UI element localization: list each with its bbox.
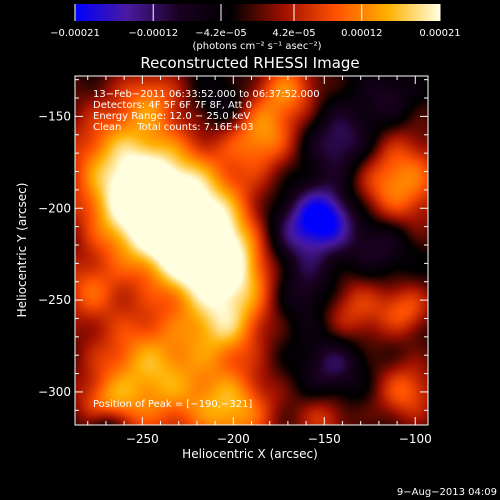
y-axis-label: Heliocentric Y (arcsec) [15,183,29,318]
colorbar-tick-label: 4.2e−05 [272,28,315,39]
colorbar: −0.00021 −0.00012 −4.2e−05 4.2e−05 0.00012 0.… [50,4,461,52]
annotation-time: 13−Feb−2011 06:33:52.000 to 06:37:52.000 [93,89,320,100]
footer-timestamp: 9−Aug−2013 04:09 [397,487,497,498]
colorbar-unit-label: (photons cm⁻² s⁻¹ asec⁻²) [192,41,321,52]
colorbar-tick-label: −0.00012 [128,28,178,39]
heatmap [75,76,428,425]
annotations: 13−Feb−2011 06:33:52.000 to 06:37:52.000… [93,89,320,410]
x-axis: −250 −200 −150 −100 [87,76,432,446]
x-tick-label: −150 [308,432,341,446]
y-tick-label: −150 [38,109,71,123]
chart-title: Reconstructed RHESSI Image [140,54,359,72]
colorbar-ticks: −0.00021 −0.00012 −4.2e−05 4.2e−05 0.00012 0.… [50,4,461,39]
colorbar-gradient [75,4,440,21]
y-tick-label: −250 [38,293,71,307]
colorbar-tick-label: 0.00012 [341,28,382,39]
x-tick-label: −200 [217,432,250,446]
annotation-method: Clean Total counts: 7.16E+03 [93,122,253,133]
y-tick-label: −300 [38,385,71,399]
colorbar-tick-label: 0.00021 [419,28,460,39]
x-tick-label: −250 [126,432,159,446]
colorbar-tick-label: −4.2e−05 [195,28,247,39]
x-axis-label: Heliocentric X (arcsec) [182,447,318,461]
annotation-detectors: Detectors: 4F 5F 6F 7F 8F, Att 0 [93,100,252,111]
y-axis: −150 −200 −250 −300 [38,79,428,411]
heatmap-image [75,76,428,425]
annotation-peak: Position of Peak = [−190,−321] [93,399,252,410]
x-tick-label: −100 [399,432,432,446]
colorbar-tick-label: −0.00021 [50,28,100,39]
y-tick-label: −200 [38,201,71,215]
annotation-energy: Energy Range: 12.0 − 25.0 keV [93,111,250,122]
